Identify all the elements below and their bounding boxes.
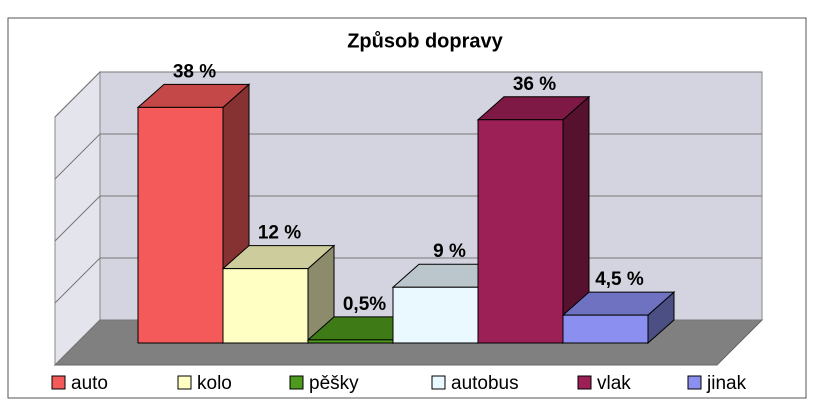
legend-label: vlak (597, 373, 631, 394)
legend-label: autobus (451, 373, 519, 394)
value-label: 0,5% (343, 294, 386, 315)
bar (561, 290, 676, 345)
bar (476, 95, 591, 345)
legend-label: kolo (197, 373, 232, 394)
bar-front (562, 314, 649, 344)
legend-swatch (431, 375, 446, 390)
bar-front (137, 106, 224, 344)
chart-title: Způsob dopravy (347, 30, 503, 52)
grid-line (54, 71, 762, 118)
legend-label: jinak (706, 373, 747, 394)
legend-swatch (177, 375, 192, 390)
value-label: 38 % (173, 61, 216, 82)
value-label: 12 % (258, 223, 301, 244)
bar-front (392, 286, 479, 344)
legend-label: pěšky (309, 373, 359, 394)
legend-swatch (577, 375, 592, 390)
bar (221, 244, 336, 345)
legend-label: auto (71, 373, 108, 394)
value-label: 4,5 % (595, 269, 644, 290)
bar (136, 83, 251, 345)
value-label: 36 % (513, 74, 556, 95)
bar-front (307, 339, 394, 344)
value-label: 9 % (433, 241, 466, 262)
legend-swatch (51, 375, 66, 390)
bar-front (477, 119, 564, 344)
legend-swatch (289, 375, 304, 390)
bar-front (222, 268, 309, 344)
legend-swatch (687, 375, 702, 390)
